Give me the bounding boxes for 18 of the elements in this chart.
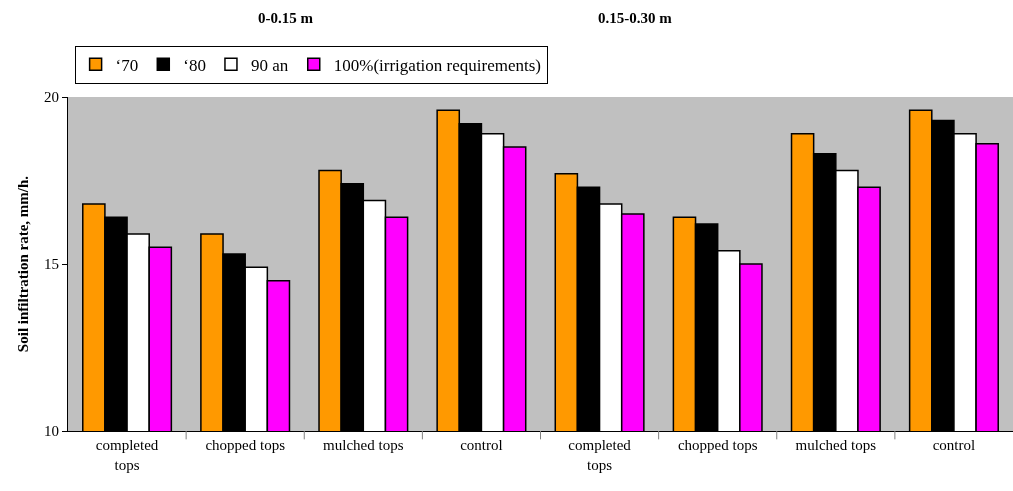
legend-label: 90 an	[250, 55, 289, 75]
x-tick-label: completed tops	[95, 437, 159, 473]
y-axis-title: Soil infiltration rate, mm/h.	[15, 175, 31, 353]
text: 0.15-0.30 m	[598, 10, 673, 26]
y-tick-label: 10	[44, 423, 59, 440]
legend-label: 100%(irrigation requirements)	[333, 55, 541, 75]
y-tick-label: 15	[44, 256, 59, 273]
y-tick-label: 20	[44, 89, 59, 106]
x-tick-label: chopped tops	[677, 437, 758, 453]
x-tick-label: control	[460, 437, 503, 453]
x-tick-label: chopped tops	[205, 437, 286, 453]
text: 0-0.15 m	[258, 10, 314, 26]
x-tick-label: completed tops	[568, 437, 632, 473]
x-tick-label: mulched tops	[323, 437, 404, 453]
legend-label: ‘80	[183, 55, 206, 75]
legend-label: ‘70	[115, 55, 139, 75]
x-tick-label: mulched tops	[795, 437, 877, 453]
x-tick-label: control	[932, 437, 976, 453]
